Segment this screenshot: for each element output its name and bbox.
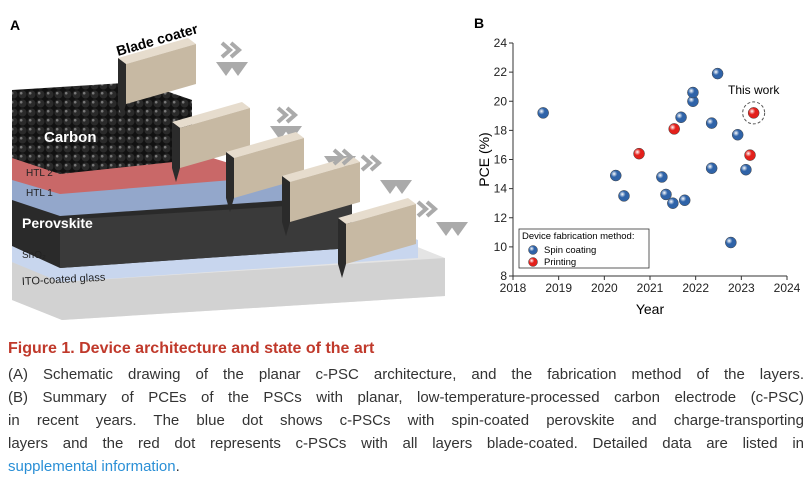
data-point [668,123,680,135]
caption-line: in recent years. The blue dot shows c-PS… [8,412,804,429]
y-tick-label: 14 [494,182,508,196]
caption-line: layers and the red dot represents c-PSCs… [8,435,804,452]
panel-label: B [474,15,484,31]
data-point [747,107,760,119]
caption-link[interactable]: supplemental information [8,458,176,475]
data-point [610,169,622,182]
y-tick-label: 12 [494,211,508,225]
highlight-ring [742,101,766,125]
data-point [656,171,668,183]
y-tick-label: 18 [494,123,508,137]
x-tick-label: 2022 [682,281,709,295]
x-tick-label: 2018 [500,281,527,295]
layer-label: HTL 1 [26,188,53,199]
y-tick-label: 10 [494,240,508,254]
legend-title: Device fabrication method: [522,231,634,242]
layer-label: Perovskite [22,215,93,231]
legend-box [518,228,650,269]
data-point [660,188,672,201]
x-tick-label: 2021 [637,281,664,295]
data-point [711,67,724,80]
y-tick-label: 20 [494,94,508,108]
y-axis-label: PCE (%) [476,132,492,186]
y-tick-label: 16 [494,153,508,167]
caption-end: . [175,458,180,475]
layer-label: SnO₂ [22,250,46,261]
legend-marker [528,245,538,255]
legend-label: Spin coating [544,245,596,256]
data-point [675,111,687,124]
data-point [537,107,549,119]
layer-label: Carbon [44,129,97,146]
layer-label: ITO-coated glass [22,272,107,288]
caption-line: (A) Schematic drawing of the planar c-PS… [8,366,804,383]
y-tick-label: 8 [500,269,507,283]
caption-line: (B) Summary of PCEs of the PSCs with pla… [8,389,804,406]
carbon-layer [12,82,192,174]
layer-label: HTL 2 [26,168,53,179]
y-tick-label: 24 [494,36,508,50]
data-point [687,86,699,99]
data-point [740,163,752,176]
x-tick-label: 2024 [774,281,801,295]
data-point [678,194,691,207]
data-point [705,117,718,129]
x-tick-label: 2020 [591,281,618,295]
data-point [705,162,718,174]
data-point [731,128,744,141]
data-point [618,190,630,202]
annotation: This work [728,83,780,97]
x-tick-label: 2023 [728,281,755,295]
data-point [744,149,756,161]
legend-marker [528,257,538,267]
data-point [667,197,679,209]
legend-label: Printing [544,257,576,268]
caption: Figure 1. Device architecture and state … [8,340,804,478]
x-tick-label: 2019 [545,281,572,295]
data-point [725,236,737,249]
y-tick-label: 22 [494,65,508,79]
figure-panels: A Blade coater Carbon HTL 2 HTL 1 Perovs… [10,15,801,320]
panel-label: A [10,17,20,33]
schematic: A Blade coater Carbon HTL 2 HTL 1 Perovs… [10,17,468,320]
caption-title: Figure 1. Device architecture and state … [8,340,375,357]
x-axis-label: Year [636,301,665,317]
data-point [633,147,645,160]
